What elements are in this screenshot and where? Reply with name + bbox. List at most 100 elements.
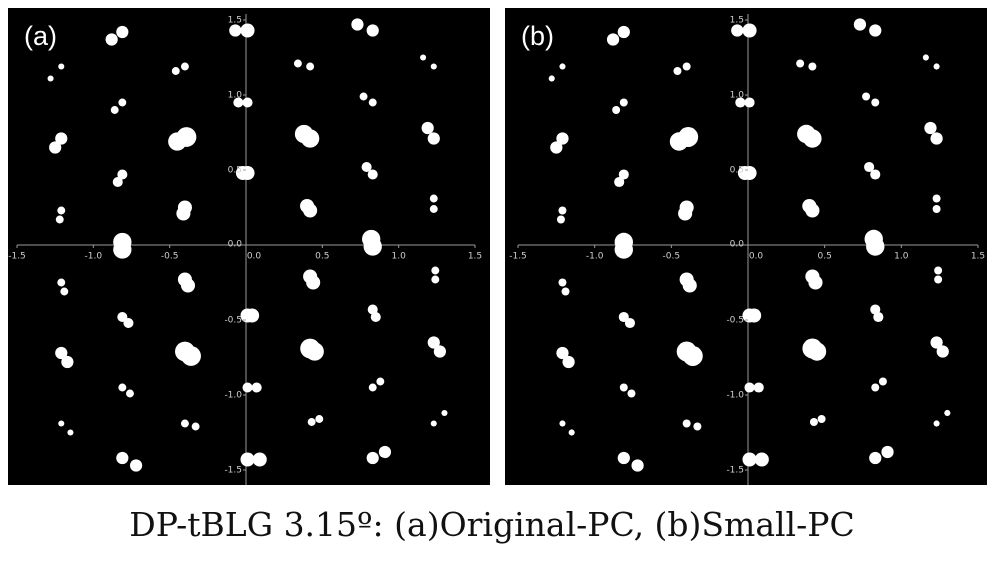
spot — [113, 232, 132, 252]
x-tick-label: 0.5 — [315, 252, 329, 262]
spot — [606, 33, 620, 46]
panel-background — [8, 8, 490, 485]
spot — [433, 345, 446, 358]
spot — [614, 232, 633, 252]
spot — [67, 429, 74, 436]
x-tick-label: -0.5 — [663, 252, 681, 262]
y-tick-label: 0.0 — [730, 240, 745, 250]
spot — [747, 308, 762, 323]
spot — [58, 63, 65, 70]
spot — [47, 75, 54, 82]
spot — [110, 106, 119, 114]
spot — [744, 382, 755, 393]
x-tick-label: 1.5 — [971, 252, 985, 262]
x-tick-label: -0.5 — [161, 252, 179, 262]
spot — [881, 445, 894, 459]
spot — [229, 24, 242, 37]
spot — [430, 63, 437, 70]
x-tick-label: 0.5 — [818, 252, 832, 262]
spot — [429, 205, 438, 213]
spot — [55, 215, 64, 224]
spot — [370, 311, 381, 323]
y-tick-label: -1.5 — [726, 466, 744, 476]
spot — [366, 24, 379, 37]
x-tick-label: 1.0 — [392, 252, 407, 262]
spot — [612, 106, 621, 114]
x-tick-label: 1.5 — [468, 252, 482, 262]
spot — [556, 346, 569, 360]
spot — [116, 451, 129, 465]
spot — [431, 266, 440, 275]
spot — [117, 169, 128, 180]
spot — [682, 278, 697, 293]
spot — [864, 161, 875, 173]
spot — [871, 98, 880, 107]
spot — [871, 383, 880, 392]
spot — [427, 336, 440, 349]
spot — [240, 165, 255, 181]
spot — [558, 206, 567, 215]
spot — [558, 278, 567, 287]
x-tick-label: 0.0 — [749, 252, 764, 262]
spot — [57, 278, 66, 287]
y-tick-label: 1.5 — [228, 16, 242, 26]
spot — [430, 420, 437, 427]
spot — [561, 287, 570, 296]
spot — [617, 451, 630, 465]
spot — [368, 383, 377, 392]
spot — [60, 287, 69, 296]
spot — [177, 200, 192, 215]
spot — [548, 75, 555, 82]
spot — [673, 67, 682, 75]
y-tick-label: 0.5 — [730, 166, 744, 176]
spot — [932, 205, 941, 213]
spot — [803, 129, 822, 148]
spot — [118, 383, 127, 392]
spot — [944, 409, 951, 417]
spot — [116, 25, 129, 39]
spot — [862, 92, 871, 101]
spot — [870, 169, 881, 180]
spot — [617, 25, 630, 39]
spot — [796, 59, 805, 68]
spot — [240, 23, 255, 38]
spot — [359, 92, 368, 101]
spot — [118, 98, 127, 107]
y-tick-label: 1.0 — [730, 91, 745, 101]
spot — [817, 415, 826, 423]
y-tick-label: 0.5 — [228, 166, 242, 176]
y-tick-label: -0.5 — [726, 316, 744, 326]
spot — [753, 382, 764, 393]
spot — [559, 420, 566, 427]
spot — [682, 62, 691, 71]
y-tick-label: -1.0 — [224, 391, 242, 401]
spot — [112, 176, 123, 188]
spot — [191, 422, 200, 431]
y-tick-label: -1.0 — [726, 391, 744, 401]
spot — [559, 63, 566, 70]
spot — [934, 266, 943, 275]
x-tick-label: 0.0 — [247, 252, 262, 262]
spot — [303, 203, 318, 218]
spot — [808, 275, 823, 290]
spot — [363, 237, 382, 256]
spot — [619, 98, 628, 107]
spot — [556, 215, 565, 224]
spot — [682, 419, 691, 428]
spot — [180, 62, 189, 71]
spot — [252, 452, 267, 467]
x-tick-label: -1.5 — [509, 252, 527, 262]
spot — [631, 459, 644, 472]
spot — [420, 54, 427, 61]
spot — [361, 161, 372, 173]
spot — [809, 418, 818, 426]
spot — [930, 336, 943, 349]
spot — [933, 420, 940, 427]
spot — [427, 132, 440, 145]
spot — [233, 97, 244, 108]
spot — [129, 459, 143, 472]
spot — [351, 18, 364, 31]
spot — [58, 420, 65, 427]
spot — [429, 194, 438, 203]
spot — [742, 452, 757, 467]
